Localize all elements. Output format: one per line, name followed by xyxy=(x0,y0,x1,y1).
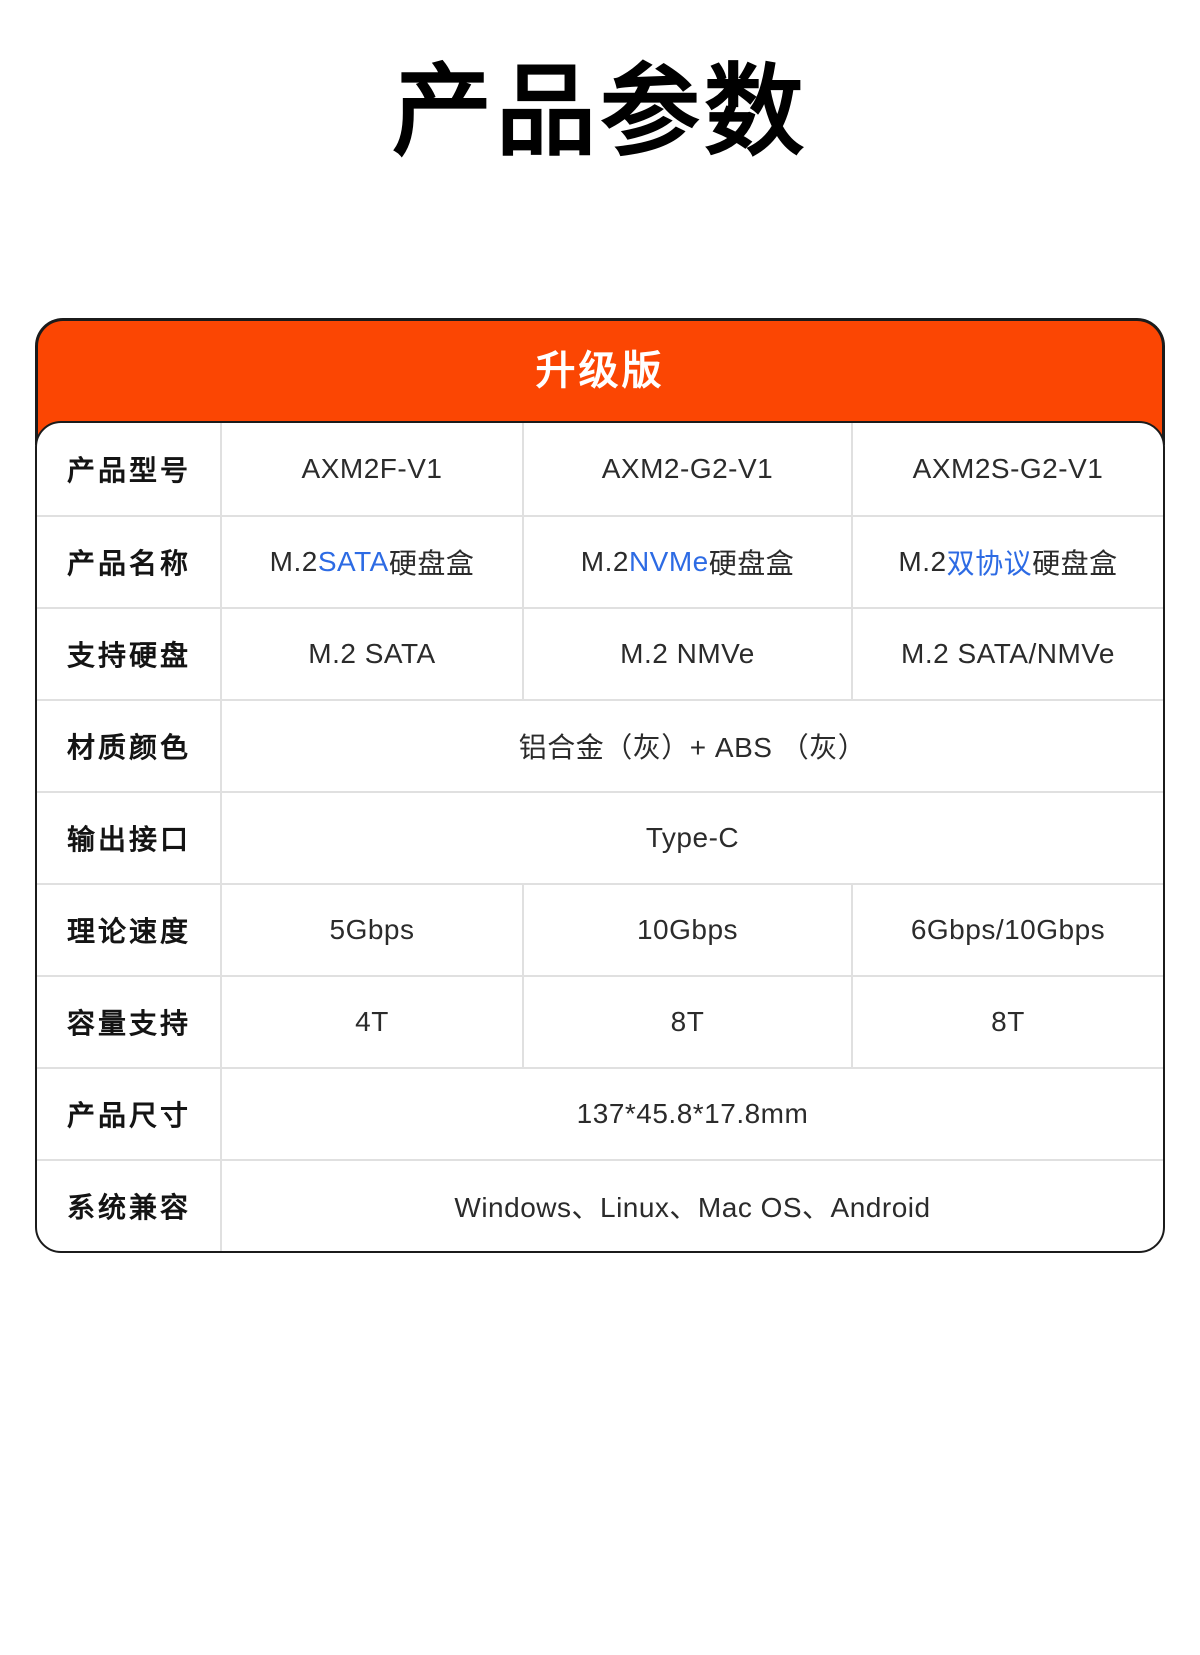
spec-value-cell: M.2 NMVe xyxy=(524,609,853,699)
spec-label: 系统兼容 xyxy=(37,1161,222,1251)
spec-value-cell: 6Gbps/10Gbps xyxy=(853,885,1163,975)
spec-row: 理论速度 5Gbps 10Gbps 6Gbps/10Gbps xyxy=(37,883,1163,975)
spec-value-text: 硬盘盒 xyxy=(388,548,475,579)
spec-label: 容量支持 xyxy=(37,977,222,1067)
spec-value-text: AXM2S-G2-V1 xyxy=(912,453,1104,484)
spec-label: 产品型号 xyxy=(37,423,222,515)
spec-row: 产品尺寸 137*45.8*17.8mm xyxy=(37,1067,1163,1159)
spec-value-span: Windows、Linux、Mac OS、Android xyxy=(454,1192,931,1223)
spec-label: 支持硬盘 xyxy=(37,609,222,699)
spec-value-text: 8T xyxy=(670,1006,705,1037)
spec-value-text: 硬盘盒 xyxy=(708,548,795,579)
spec-value-text: M.2 SATA xyxy=(308,638,436,669)
spec-row: 材质颜色 铝合金（灰）+ ABS （灰） xyxy=(37,699,1163,791)
spec-row: 产品名称 M.2 SATA 硬盘盒 M.2 NVMe 硬盘盒 M.2 双协议 硬盘盒 xyxy=(37,515,1163,607)
spec-row: 产品型号 AXM2F-V1 AXM2-G2-V1 AXM2S-G2-V1 xyxy=(37,423,1163,515)
spec-value-text: 4T xyxy=(355,1006,389,1037)
spec-value-cell: AXM2-G2-V1 xyxy=(524,423,853,515)
spec-value-cell: M.2 SATA/NMVe xyxy=(853,609,1163,699)
spec-value-text: M.2 xyxy=(898,546,947,577)
spec-value-text: 硬盘盒 xyxy=(1032,548,1118,579)
spec-card-header-label: 升级版 xyxy=(535,349,665,393)
spec-row: 容量支持 4T 8T 8T xyxy=(37,975,1163,1067)
spec-label: 产品尺寸 xyxy=(37,1069,222,1159)
spec-value-text: M.2 xyxy=(580,546,629,577)
spec-value-text: 10Gbps xyxy=(636,914,739,945)
spec-value-cell: M.2 双协议 硬盘盒 xyxy=(853,517,1163,607)
spec-card: 升级版 产品型号 AXM2F-V1 AXM2-G2-V1 AXM2S-G2-V1 产品名… xyxy=(35,318,1165,1253)
spec-value-text: M.2 NMVe xyxy=(620,638,755,669)
spec-value-span: 137*45.8*17.8mm xyxy=(576,1098,809,1129)
spec-value-accent-text: SATA xyxy=(317,546,389,577)
spec-value-accent-text: NVMe xyxy=(628,546,709,577)
spec-value-text: M.2 xyxy=(269,546,318,577)
spec-value-cell: 8T xyxy=(853,977,1163,1067)
spec-value-cell: M.2 NVMe 硬盘盒 xyxy=(524,517,853,607)
spec-row: 支持硬盘 M.2 SATA M.2 NMVe M.2 SATA/NMVe xyxy=(37,607,1163,699)
spec-value-cell: M.2 SATA xyxy=(222,609,524,699)
spec-label: 材质颜色 xyxy=(37,701,222,791)
spec-value-cell: 5Gbps xyxy=(222,885,524,975)
spec-value-span: 铝合金（灰）+ ABS （灰） xyxy=(518,732,867,763)
page-title: 产品参数 xyxy=(392,56,808,168)
spec-value-cell: AXM2S-G2-V1 xyxy=(853,423,1163,515)
spec-table: 产品型号 AXM2F-V1 AXM2-G2-V1 AXM2S-G2-V1 产品名称 M.2… xyxy=(35,421,1165,1253)
spec-value-cell: 8T xyxy=(524,977,853,1067)
spec-value-cell: AXM2F-V1 xyxy=(222,423,524,515)
spec-value-span: Type-C xyxy=(645,822,740,853)
spec-label: 理论速度 xyxy=(37,885,222,975)
spec-value-text: AXM2-G2-V1 xyxy=(601,453,774,484)
spec-value-text: AXM2F-V1 xyxy=(301,453,443,484)
spec-label: 输出接口 xyxy=(37,793,222,883)
spec-value-cell: 4T xyxy=(222,977,524,1067)
spec-value-text: M.2 SATA/NMVe xyxy=(901,638,1115,669)
spec-label: 产品名称 xyxy=(37,517,222,607)
spec-row: 系统兼容 Windows、Linux、Mac OS、Android xyxy=(37,1159,1163,1251)
spec-value-text: 8T xyxy=(991,1006,1025,1037)
spec-value-cell: M.2 SATA 硬盘盒 xyxy=(222,517,524,607)
spec-row: 输出接口 Type-C xyxy=(37,791,1163,883)
spec-value-accent-text: 双协议 xyxy=(946,548,1033,579)
spec-value-cell: 10Gbps xyxy=(524,885,853,975)
spec-value-text: 5Gbps xyxy=(329,914,415,945)
spec-value-text: 6Gbps/10Gbps xyxy=(910,914,1106,945)
